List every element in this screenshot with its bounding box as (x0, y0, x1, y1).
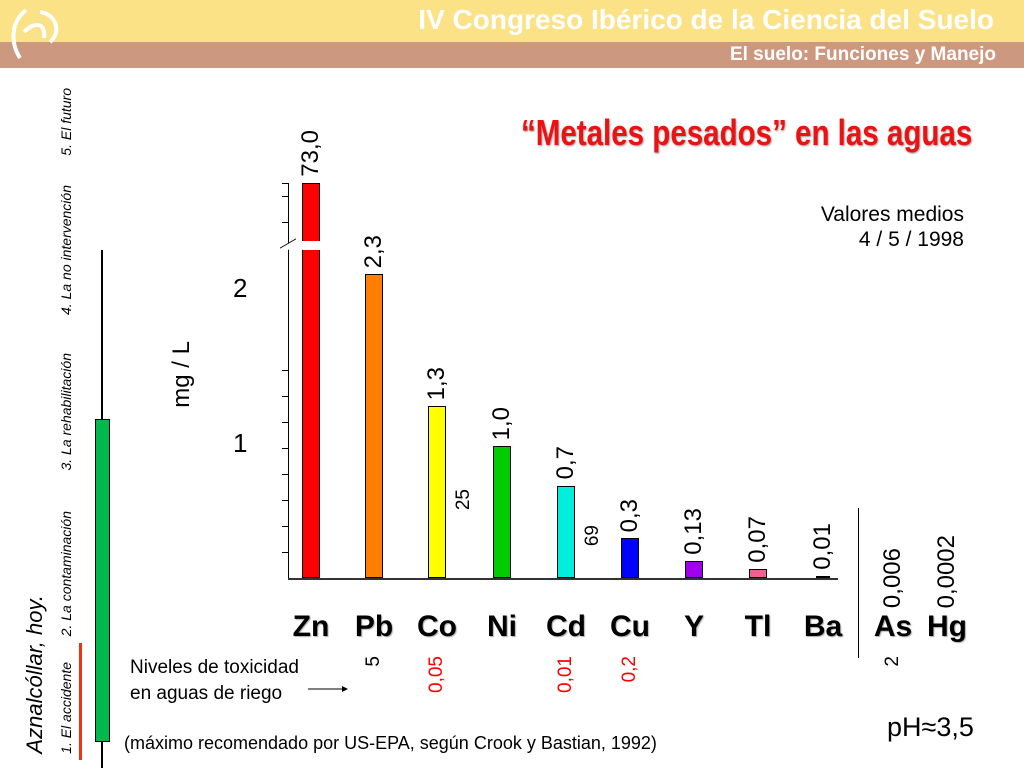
group-divider (858, 508, 859, 658)
value-label: 1,0 (488, 406, 515, 440)
nav-item-contaminacion[interactable]: 2. La contaminación (58, 510, 74, 636)
value-label: 0,01 (809, 523, 836, 570)
sidebar-heading: Aznalcóllar, hoy. (22, 595, 47, 754)
category-label: As (873, 610, 913, 643)
y-tick-label: 2 (233, 273, 248, 303)
toxicity-level: 0,05 (426, 656, 447, 693)
toxicity-label: Niveles de toxicidad en aguas de riego (130, 655, 299, 707)
y-tick (282, 196, 289, 197)
bar-pb (365, 274, 383, 578)
slide-title: “Metales pesados” en las aguas (520, 112, 972, 153)
x-axis (288, 578, 838, 580)
progress-bar (95, 419, 110, 742)
bar-co (428, 406, 446, 578)
ratio-label: 25 (453, 488, 474, 510)
header-title: IV Congreso Ibérico de la Ciencia del Su… (418, 4, 994, 35)
y-tick-label: 1 (233, 428, 248, 458)
y-tick (282, 222, 289, 223)
category-label: Cd (546, 610, 586, 643)
nav-item-accidente[interactable]: 1. El accidente (58, 662, 74, 754)
bar-tl (749, 568, 767, 578)
bar-y (685, 560, 703, 578)
category-label: Tl (744, 610, 772, 643)
value-label: 0,3 (616, 499, 643, 533)
toxicity-level: 5 (363, 656, 384, 667)
active-section-marker (79, 643, 82, 760)
y-tick (282, 500, 289, 501)
value-label: 0,7 (552, 446, 579, 480)
note-line1: Valores medios (820, 203, 964, 226)
category-label: Zn (292, 610, 330, 643)
value-label: 0,13 (680, 508, 707, 555)
value-label: 0,0002 (933, 534, 960, 608)
value-label: 2,3 (360, 235, 387, 269)
y-tick (282, 474, 289, 475)
note-line2: 4 / 5 / 1998 (858, 228, 964, 251)
category-label: Y (683, 610, 705, 643)
y-tick (282, 526, 289, 527)
ratio-label: 69 (582, 524, 603, 546)
toxicity-level: 2 (882, 656, 903, 667)
bar-cd (557, 485, 575, 578)
category-label: Hg (927, 610, 967, 643)
y-axis (288, 183, 289, 579)
value-label: 0,006 (879, 547, 906, 608)
y-tick (282, 396, 289, 397)
toxicity-level: 0,01 (555, 656, 576, 693)
header-band (0, 0, 1024, 42)
value-label: 1,3 (423, 367, 450, 401)
note: Valores medios 4 / 5 / 1998 (821, 202, 964, 252)
source-note: (máximo recomendado por US-EPA, según Cr… (124, 733, 657, 753)
category-label: Pb (354, 610, 394, 643)
arrow-icon (308, 680, 348, 698)
bar-zn (302, 183, 320, 578)
y-tick (282, 448, 289, 449)
nav-item-futuro[interactable]: 5. El futuro (58, 88, 74, 156)
header-subtitle: El suelo: Funciones y Manejo (729, 44, 996, 65)
toxicity-label-line2: en aguas de riego (130, 683, 283, 704)
y-tick (282, 183, 289, 184)
subheader-band (0, 42, 1024, 68)
ph-value: pH≈3,5 (887, 712, 974, 742)
bar-ba (816, 576, 830, 578)
y-axis-label: mg / L (168, 341, 195, 408)
toxicity-level: 0,2 (619, 656, 640, 683)
value-label: 73,0 (297, 130, 324, 177)
y-tick (282, 552, 289, 553)
value-label: 0,07 (744, 516, 771, 563)
bar-ni (493, 446, 511, 578)
nav-item-rehabilitacion[interactable]: 3. La rehabilitación (58, 353, 74, 471)
y-tick (282, 370, 289, 371)
category-label: Co (417, 610, 457, 643)
bar-cu (621, 538, 639, 578)
category-label: Cu (610, 610, 650, 643)
category-label: Ba (803, 610, 843, 643)
toxicity-label-line1: Niveles de toxicidad (130, 657, 299, 678)
nav-item-no-intervencion[interactable]: 4. La no intervención (58, 185, 74, 315)
congress-logo (6, 2, 81, 71)
bar-break-gap (300, 241, 322, 250)
y-tick (282, 422, 289, 423)
category-label: Ni (487, 610, 517, 643)
